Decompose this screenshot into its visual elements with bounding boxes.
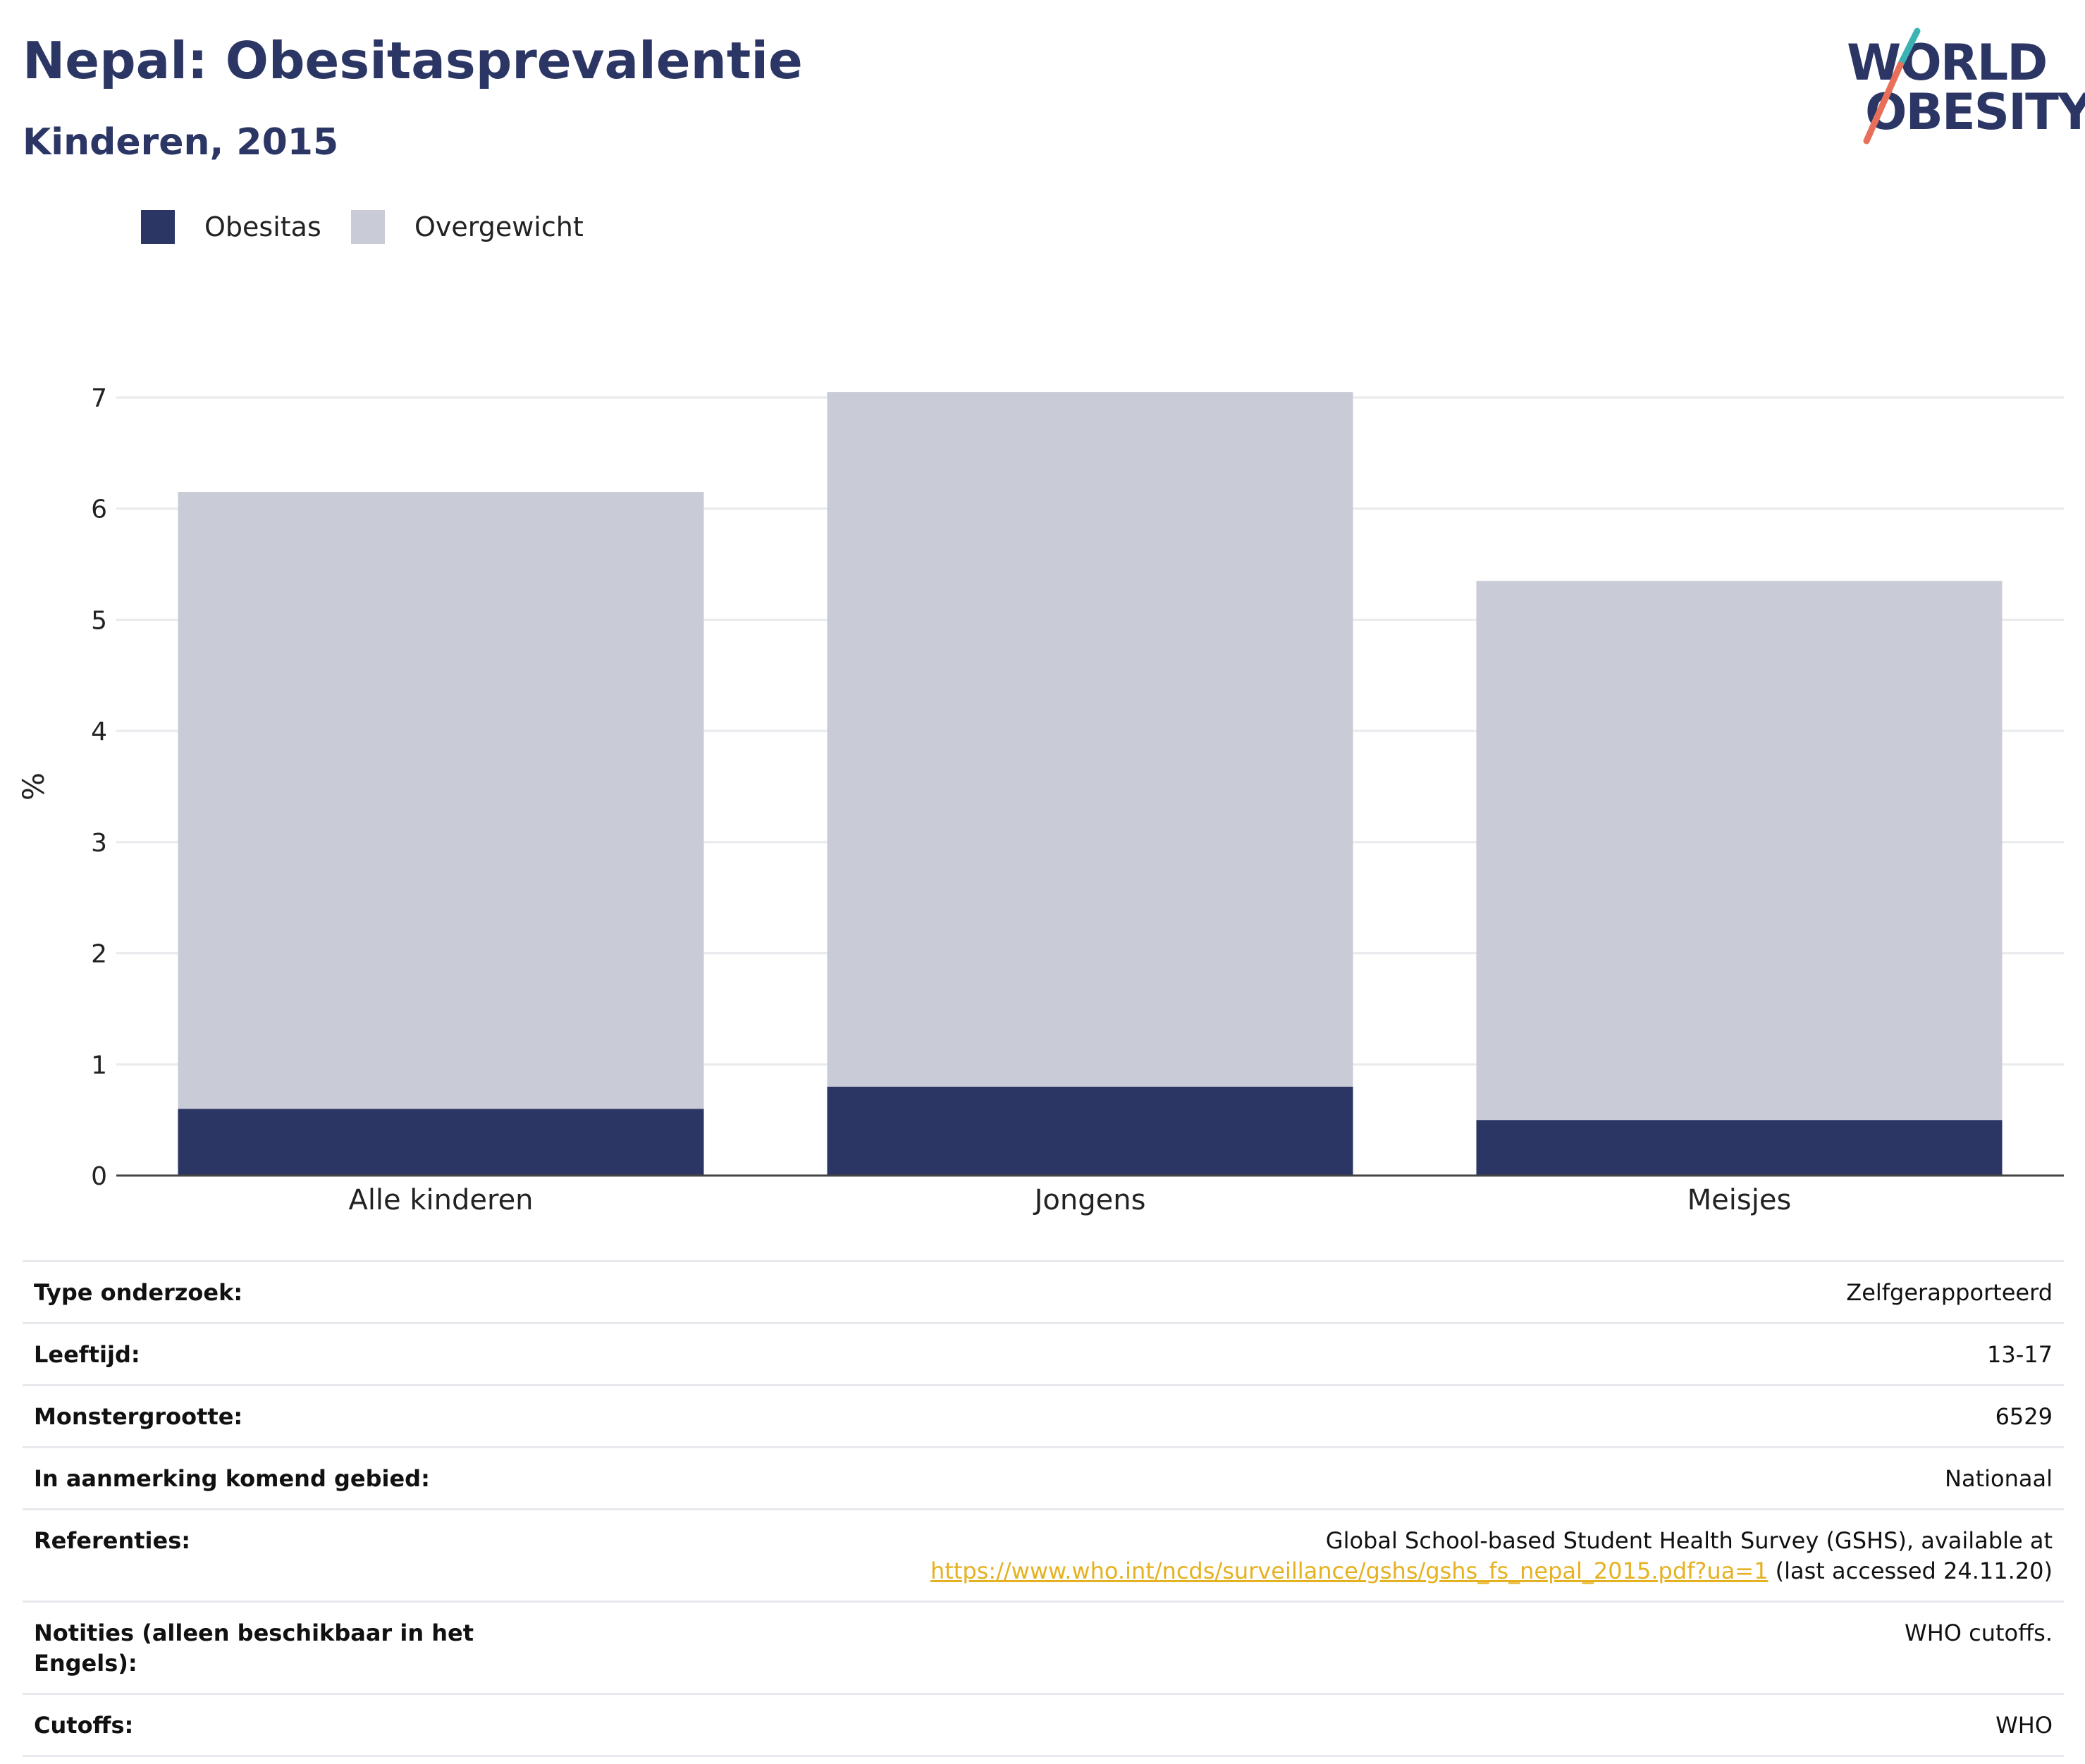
legend-label-overgewicht: Overgewicht — [414, 211, 584, 242]
references-accessed: (last accessed 24.11.20) — [1768, 1558, 2053, 1584]
bar-overgewicht-jongens[interactable] — [827, 392, 1353, 1087]
references-text: Global School-based Student Health Surve… — [1325, 1527, 2053, 1554]
y-tick-label: 0 — [91, 1162, 107, 1191]
logo-text-line2: OBESITY — [1865, 83, 2085, 141]
y-tick-label: 3 — [91, 829, 107, 858]
info-key-area: In aanmerking komend gebied: — [34, 1465, 430, 1492]
y-axis-title: % — [16, 772, 51, 801]
x-category-label: Alle kinderen — [348, 1184, 533, 1216]
world-obesity-logo: WORLD OBESITY — [1833, 21, 2085, 148]
legend-swatch-obesitas — [141, 210, 175, 244]
page-title: Nepal: Obesitasprevalentie — [23, 31, 803, 90]
info-value-age: 13-17 — [1987, 1341, 2053, 1368]
info-value-sample-size: 6529 — [1995, 1403, 2053, 1430]
info-key-type: Type onderzoek: — [34, 1279, 243, 1306]
info-row-references: Referenties: Global School-based Student… — [23, 1508, 2064, 1600]
y-tick-label: 4 — [91, 717, 107, 746]
x-category-label: Meisjes — [1687, 1184, 1792, 1216]
info-row-cutoffs: Cutoffs: WHO — [23, 1693, 2064, 1757]
info-value-notes: WHO cutoffs. — [1905, 1620, 2053, 1646]
page-subtitle: Kinderen, 2015 — [23, 121, 339, 164]
info-row-sample-size: Monstergrootte: 6529 — [23, 1384, 2064, 1446]
y-tick-label: 5 — [91, 606, 107, 635]
info-row-area: In aanmerking komend gebied: Nationaal — [23, 1446, 2064, 1508]
legend-label-obesitas: Obesitas — [204, 211, 321, 242]
bar-obesitas-alle-kinderen[interactable] — [178, 1109, 704, 1176]
logo-text-line1: WORLD — [1847, 34, 2048, 92]
y-tick-label: 1 — [91, 1051, 107, 1080]
references-link[interactable]: https://www.who.int/ncds/surveillance/gs… — [930, 1558, 1769, 1584]
info-key-notes: Notities (alleen beschikbaar in het Enge… — [34, 1620, 474, 1677]
bar-overgewicht-alle-kinderen[interactable] — [178, 492, 704, 1109]
x-category-label: Jongens — [1033, 1184, 1146, 1216]
info-value-cutoffs: WHO — [1995, 1712, 2053, 1739]
bars — [178, 392, 2003, 1176]
legend-swatch-overgewicht — [351, 210, 385, 244]
bar-obesitas-meisjes[interactable] — [1476, 1120, 2003, 1176]
info-key-references: Referenties: — [34, 1527, 191, 1554]
bar-overgewicht-meisjes[interactable] — [1476, 581, 2003, 1121]
info-key-age: Leeftijd: — [34, 1341, 140, 1368]
info-row-age: Leeftijd: 13-17 — [23, 1322, 2064, 1384]
y-tick-label: 7 — [91, 384, 107, 413]
info-key-sample-size: Monstergrootte: — [34, 1403, 243, 1430]
axes: 0 1 2 3 4 5 6 7 Alle kinderen Jongens Meisjes — [91, 384, 2064, 1216]
bar-obesitas-jongens[interactable] — [827, 1086, 1353, 1176]
info-key-cutoffs: Cutoffs: — [34, 1712, 134, 1739]
y-tick-label: 2 — [91, 940, 107, 969]
info-value-area: Nationaal — [1945, 1465, 2053, 1492]
info-row-type: Type onderzoek: Zelfgerapporteerd — [23, 1260, 2064, 1322]
info-row-notes: Notities (alleen beschikbaar in het Enge… — [23, 1600, 2064, 1693]
stacked-bar-chart: 0 1 2 3 4 5 6 7 Alle kinderen Jongens Meisjes % — [16, 384, 2064, 1216]
info-value-type: Zelfgerapporteerd — [1846, 1279, 2053, 1306]
survey-info-table: Type onderzoek: Zelfgerapporteerd Leefti… — [23, 1260, 2064, 1757]
info-value-references: Global School-based Student Health Surve… — [930, 1526, 2053, 1586]
y-tick-label: 6 — [91, 495, 107, 524]
logo-slash-icon — [1863, 27, 1921, 144]
